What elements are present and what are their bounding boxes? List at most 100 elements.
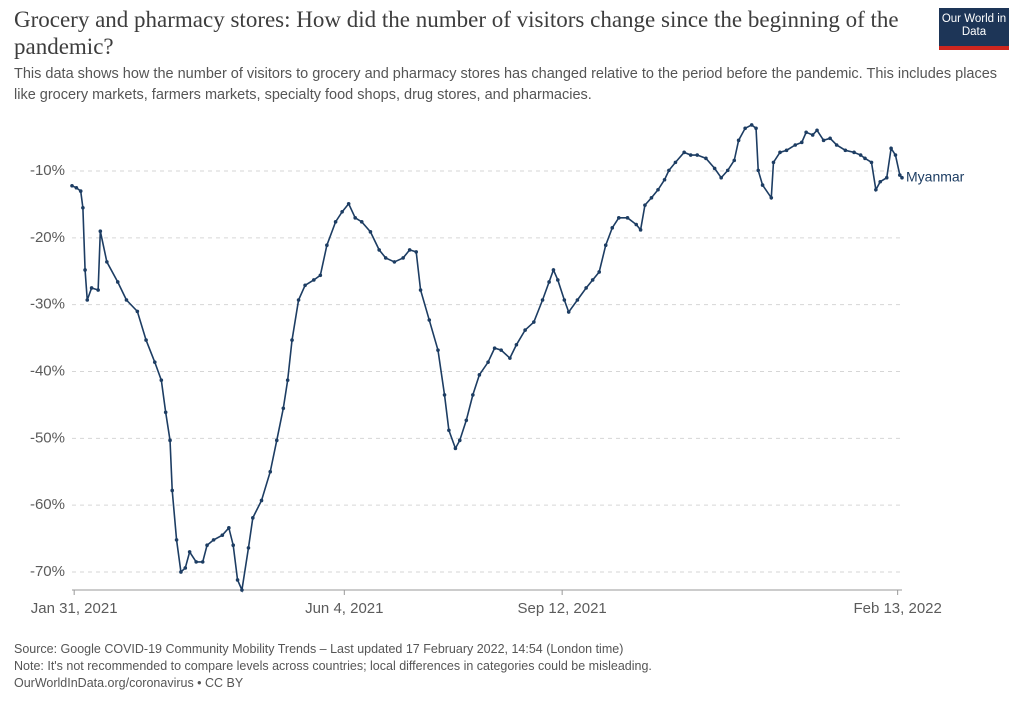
point: [194, 560, 198, 564]
point: [353, 216, 358, 220]
point: [105, 260, 109, 264]
point: [227, 526, 231, 530]
point: [712, 166, 717, 171]
point: [821, 138, 826, 143]
point: [325, 243, 329, 248]
point: [346, 201, 351, 206]
point: [251, 516, 255, 520]
point: [285, 378, 290, 382]
point: [754, 126, 758, 131]
point: [695, 153, 700, 157]
point: [96, 288, 100, 292]
point: [383, 256, 388, 260]
point: [725, 168, 730, 173]
point: [793, 143, 798, 147]
point: [457, 438, 462, 443]
point: [281, 406, 286, 411]
point: [649, 195, 654, 200]
point: [638, 228, 643, 232]
point: [78, 189, 83, 193]
point: [447, 428, 451, 433]
point: [170, 488, 175, 493]
y-tick-label: -20%: [30, 229, 65, 246]
point: [682, 150, 686, 155]
point: [749, 123, 754, 127]
point: [492, 346, 497, 350]
point: [231, 543, 236, 548]
point: [85, 298, 90, 302]
note: Note: It's not recommended to compare le…: [14, 659, 652, 673]
point: [575, 298, 580, 302]
point: [333, 220, 338, 224]
point: [625, 216, 630, 220]
point: [115, 280, 120, 284]
point: [523, 328, 527, 332]
x-tick-label: Jun 4, 2021: [305, 600, 383, 617]
point: [89, 286, 94, 290]
chart-title: Grocery and pharmacy stores: How did the…: [14, 7, 899, 59]
logo[interactable]: Our World in Data: [939, 8, 1009, 50]
y-tick-label: -60%: [30, 496, 65, 513]
point: [135, 309, 140, 314]
point: [900, 175, 904, 180]
point: [662, 177, 667, 182]
point: [205, 543, 209, 548]
point: [893, 153, 898, 157]
x-tick-label: Feb 13, 2022: [853, 600, 941, 617]
point: [815, 128, 819, 133]
point: [359, 220, 364, 224]
point: [869, 160, 874, 165]
point: [566, 310, 571, 314]
point: [597, 270, 601, 274]
point: [799, 140, 804, 145]
point: [590, 278, 595, 282]
point: [392, 260, 397, 264]
point: [843, 148, 848, 153]
point: [610, 226, 615, 230]
point: [688, 153, 693, 157]
point: [144, 338, 148, 342]
point: [736, 138, 741, 143]
point: [163, 410, 168, 415]
point: [220, 533, 225, 538]
point: [240, 588, 244, 592]
point: [124, 298, 129, 302]
series-label: Myanmar: [906, 168, 965, 184]
point: [464, 418, 469, 423]
point: [858, 153, 863, 157]
point: [643, 203, 647, 207]
point: [259, 498, 264, 503]
point: [852, 150, 856, 155]
point: [318, 273, 323, 278]
point: [296, 298, 301, 302]
point: [719, 175, 723, 180]
point: [863, 156, 867, 161]
y-tick-label: -50%: [30, 429, 65, 446]
y-tick-label: -70%: [30, 563, 65, 580]
point: [453, 446, 458, 451]
point: [547, 280, 551, 284]
license[interactable]: OurWorldInData.org/coronavirus • CC BY: [14, 676, 244, 690]
point: [884, 175, 889, 180]
point: [211, 538, 216, 542]
point: [368, 230, 373, 234]
point: [769, 195, 774, 200]
point: [508, 356, 512, 360]
point: [562, 298, 567, 302]
point: [407, 248, 412, 252]
point: [471, 393, 475, 397]
chart-subtitle: This data shows how the number of visito…: [14, 66, 998, 103]
point: [183, 566, 188, 570]
point: [442, 393, 447, 397]
point: [200, 560, 205, 564]
point: [743, 126, 747, 131]
chart: -70% -60% -50% -40% -30% -20% -10% Jan 31, 2021…: [30, 123, 965, 617]
footer: Source: Google COVID-19 Community Mobili…: [14, 641, 652, 692]
point: [656, 187, 660, 192]
point: [514, 342, 519, 347]
x-tick-label: Sep 12, 2021: [518, 600, 607, 617]
point: [477, 373, 482, 377]
y-tick-label: -10%: [30, 162, 65, 179]
point: [551, 268, 556, 272]
point: [771, 160, 776, 165]
